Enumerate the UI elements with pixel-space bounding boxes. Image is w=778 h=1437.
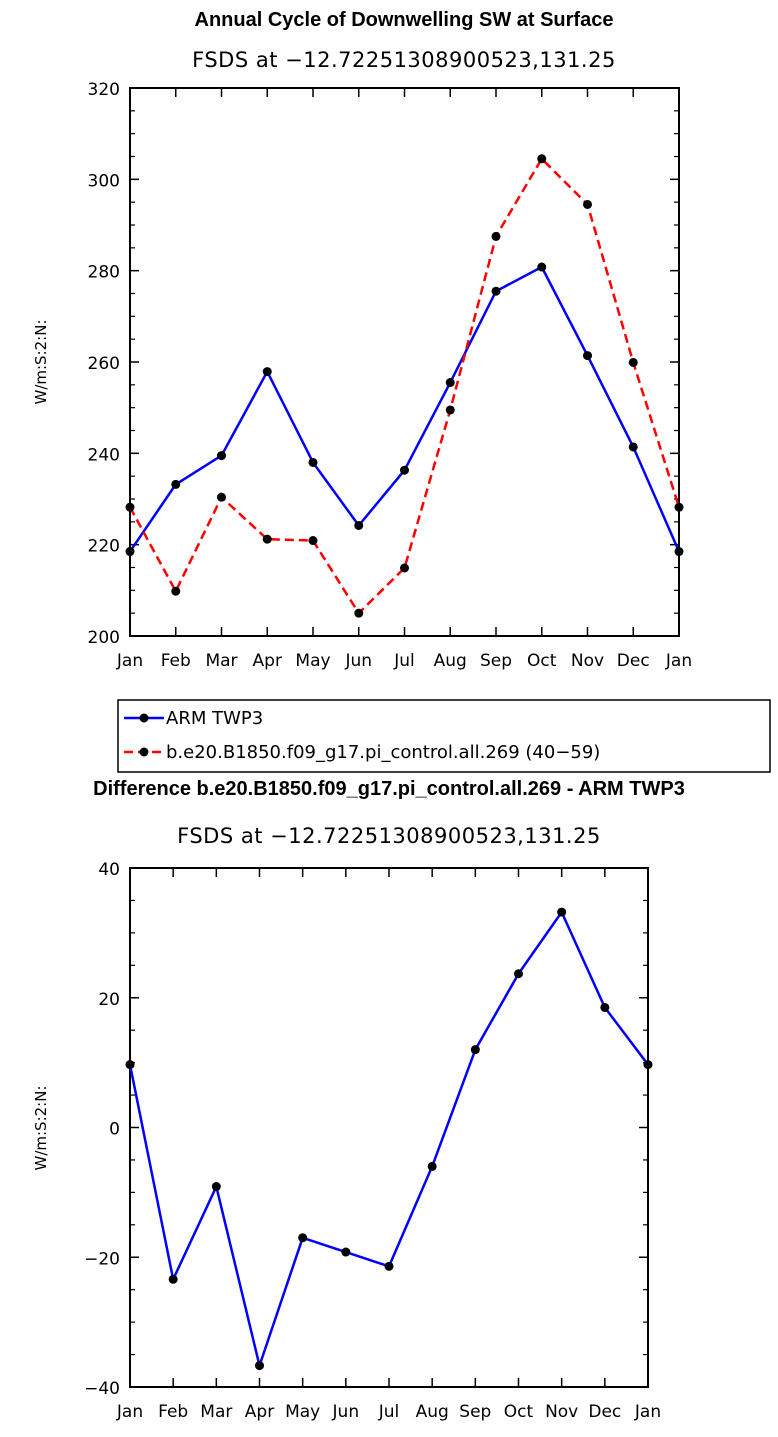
chart1-series-2-point [400,563,409,573]
chart1-series-1-point [262,367,272,377]
chart1-legend: ARM TWP3 b.e20.B1850.f09_g17.pi_control.… [117,699,771,773]
chart2-series-1-point [168,1274,178,1284]
chart1-xtick-label: Aug [434,651,467,671]
chart1-series-1-point [628,442,638,452]
chart2-xtick-label: Jan [634,1402,661,1422]
legend-box [117,699,771,773]
chart2-xtick-label: Nov [545,1402,578,1422]
chart2-series-1-point [384,1261,394,1271]
chart1-xtick-label: Sep [480,651,512,671]
chart1-series-1-point [354,520,364,530]
chart1-series-1-point [445,378,455,388]
legend-marker-series1 [139,713,149,723]
chart1-ytick-label: 200 [88,628,120,648]
chart2-ytick-label: −40 [84,1379,120,1399]
chart2-ytick-label: −20 [84,1249,120,1269]
chart2-ytick-label: 0 [109,1120,120,1140]
chart2-plot: Jan Feb Mar Apr May Jun Jul Aug Sep Oct Nov Dec Jan −… [84,860,661,1422]
chart1-xtick-label: Mar [205,651,237,671]
chart2-series-1-point [514,969,523,979]
chart2-series-1-point [255,1361,264,1371]
chart2-series-1-point [557,907,567,917]
chart1-series-2-point [308,536,318,546]
chart1-series-1-point [125,547,135,557]
chart1-ytick-label: 240 [88,445,120,465]
chart2-series-1-line [128,910,649,1367]
chart1-xtick-label: Jan [116,651,143,671]
legend-marker-series2 [139,747,149,757]
chart1-series-2-point [537,154,547,164]
chart1-series-1-point [674,547,684,557]
chart1-ylabel: W/m:S:2:N: [32,320,50,405]
chart1-ytick-label: 300 [88,171,120,191]
chart2-ytick-label: 40 [98,860,120,880]
chart1-plot: Jan Feb Mar Apr May Jun Jul Aug Sep Oct Nov Dec Jan 2… [88,80,693,671]
chart2-xtick-label: May [285,1402,320,1422]
chart2-xtick-label: Feb [158,1402,188,1422]
chart1-series-2-point [125,502,135,512]
chart1-series-2-point [628,357,638,367]
chart1-series-1-point [537,262,547,272]
chart1-xtick-label: May [295,651,330,671]
chart1-series-2-point [491,231,501,241]
chart2-xtick-label: Mar [200,1402,232,1422]
chart2-title: Difference b.e20.B1850.f09_g17.pi_contro… [93,778,685,800]
chart1-ytick-label: 220 [88,537,120,557]
chart1-series-2-point [217,492,226,502]
chart2-xtick-label: Oct [504,1402,534,1422]
chart1-xtick-label: Jul [393,651,415,671]
chart2-xtick-label: Aug [416,1402,449,1422]
chart1-series-1-point [308,457,318,467]
chart1-title: Annual Cycle of Downwelling SW at Surfac… [195,9,614,31]
chart2-series-1-point [211,1182,221,1192]
chart1-series-1-point [583,351,592,361]
chart1-subtitle: FSDS at −12.72251308900523,131.25 [192,48,616,72]
chart2-series-1-point [427,1161,437,1171]
chart1-series-1-point [171,479,181,489]
chart1-series-1-line [128,265,681,553]
chart1-xtick-label: Dec [617,651,650,671]
chart1-series-2-point [674,502,684,512]
chart1-series-1-point [217,451,226,461]
chart1-xtick-label: Nov [571,651,604,671]
chart2-series-1-point [470,1045,480,1055]
chart1-xtick-label: Jun [344,651,372,671]
legend-label-series2: b.e20.B1850.f09_g17.pi_control.all.269 (… [166,742,600,763]
chart2-series-1-point [298,1233,308,1243]
chart1-series-2-point [445,405,455,415]
chart1-series-1-point [400,465,409,475]
legend-label-series1: ARM TWP3 [166,708,263,729]
chart2-ylabel: W/m:S:2:N: [32,1086,50,1171]
chart2-series-1-point [600,1002,610,1012]
chart1-series-1-point [491,286,501,296]
chart2-frame [129,867,649,1388]
chart1-series-2-line [128,157,681,615]
chart2-xtick-label: Apr [245,1402,274,1422]
chart2-series-1-point [341,1247,351,1257]
chart2-xtick-label: Jul [378,1402,400,1422]
chart2-subtitle: FSDS at −12.72251308900523,131.25 [177,824,601,848]
chart2-xtick-label: Jun [332,1402,360,1422]
chart1-ytick-label: 320 [88,80,120,100]
chart1-series-2-point [583,199,592,209]
chart1-xtick-label: Feb [161,651,191,671]
chart2-xtick-label: Dec [588,1402,621,1422]
chart2-xtick-label: Jan [116,1402,143,1422]
chart1-xtick-label: Jan [665,651,692,671]
chart1-frame [129,87,680,637]
chart1-series-2-point [262,534,272,544]
chart1-xtick-label: Oct [527,651,557,671]
chart1-series-2-point [171,586,181,596]
chart1-xtick-label: Apr [253,651,282,671]
chart1-series-2-point [354,608,364,618]
chart1-ytick-label: 280 [88,263,120,283]
chart2-series-1-point [643,1060,653,1070]
chart1-ytick-label: 260 [88,354,120,374]
chart2-xtick-label: Sep [459,1402,491,1422]
chart2-series-1-point [125,1060,135,1070]
chart2-ytick-label: 20 [98,990,120,1010]
